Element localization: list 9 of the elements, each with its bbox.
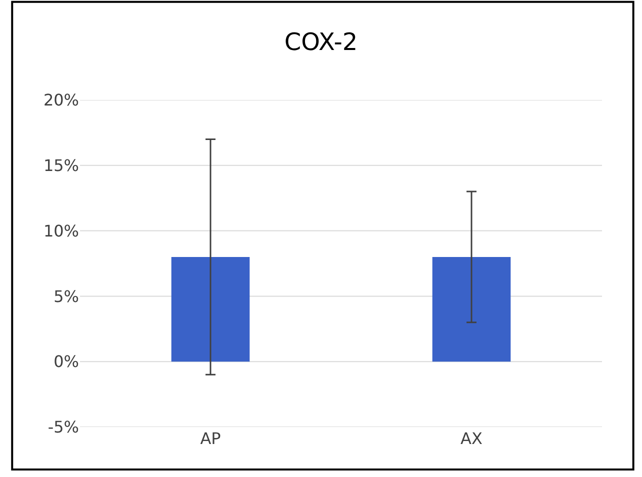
y-tick-label: 20%	[43, 90, 79, 110]
y-tick-label: 15%	[43, 156, 79, 175]
chart-title: COX-2	[284, 28, 358, 56]
y-tick-label: 5%	[54, 286, 79, 306]
y-tick-label: 10%	[43, 221, 79, 240]
x-tick-label: AP	[200, 429, 222, 448]
x-tick-label: AX	[460, 429, 482, 448]
y-tick-label: -5%	[48, 418, 79, 437]
y-tick-label: 0%	[54, 352, 79, 372]
